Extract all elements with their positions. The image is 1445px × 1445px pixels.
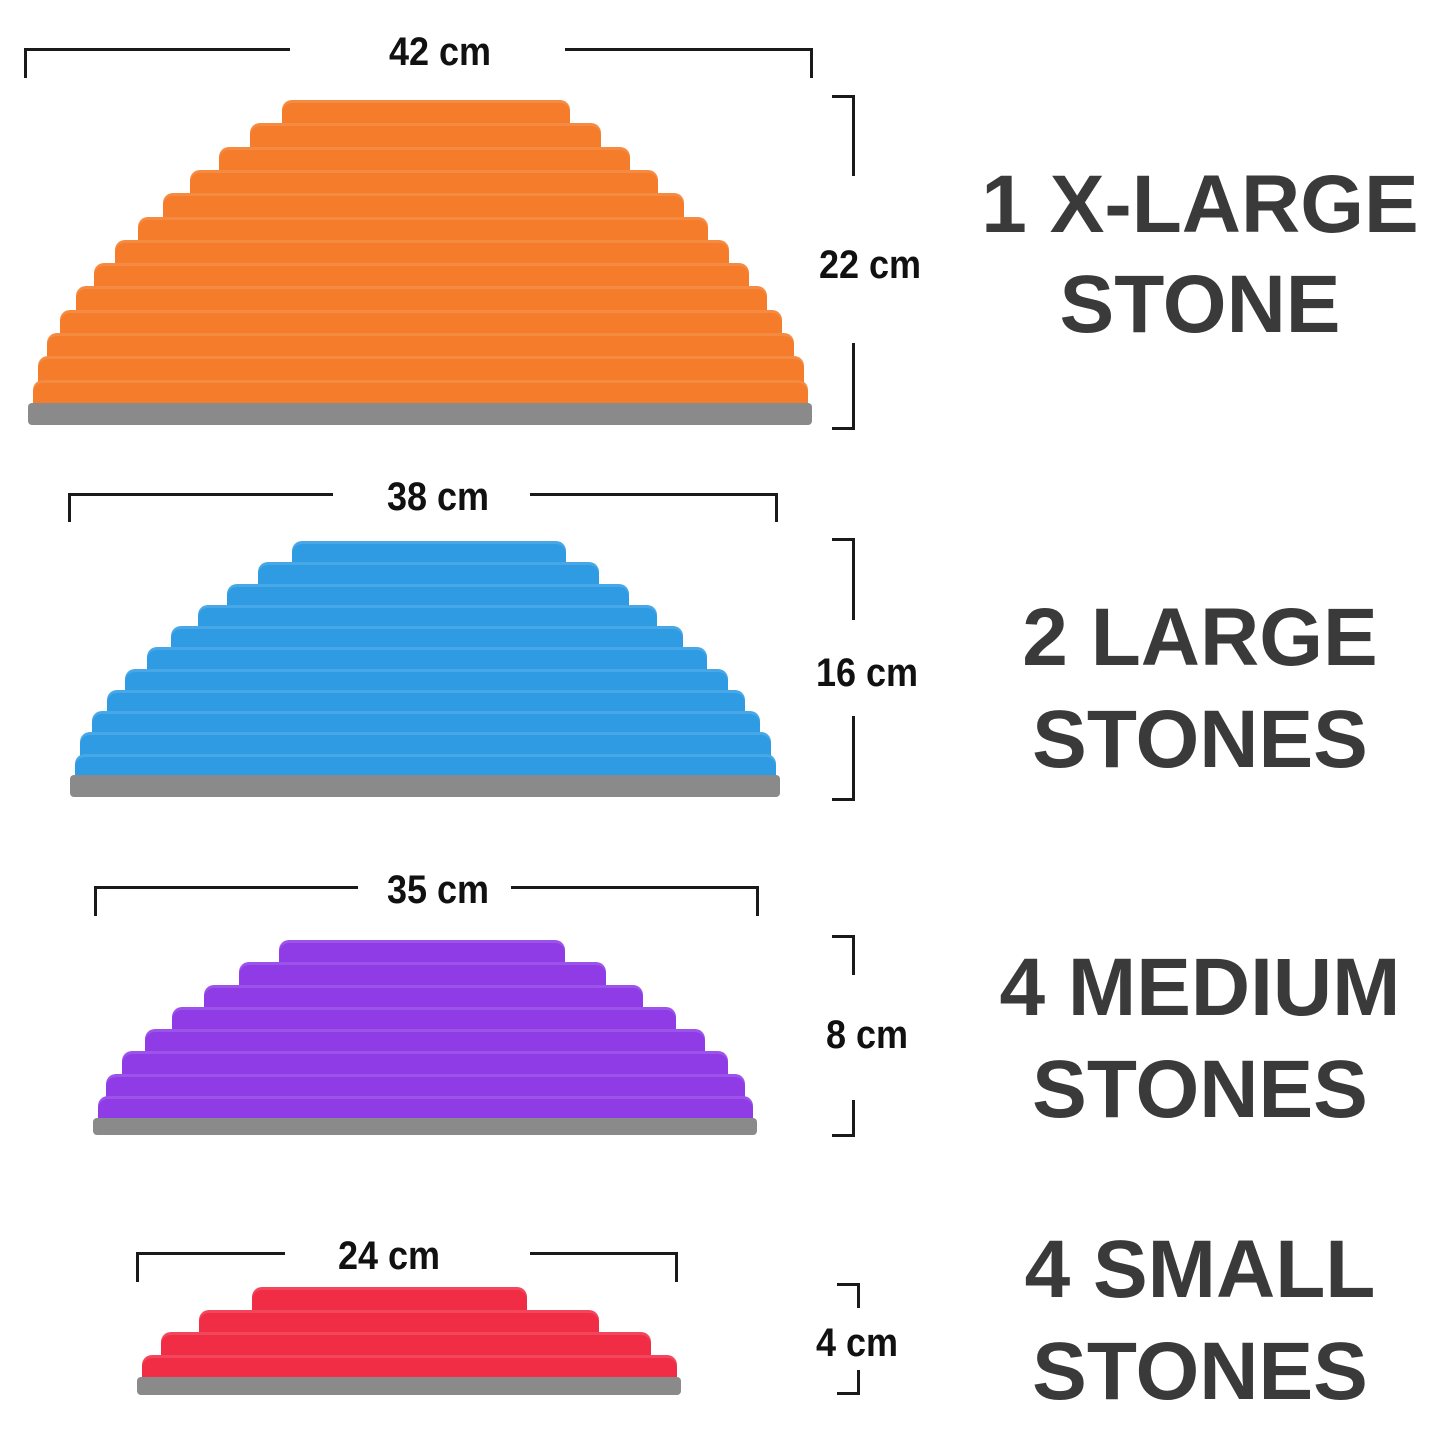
stone-title-line1: 4 MEDIUM (999, 942, 1401, 1033)
width-bracket-tick (675, 1252, 678, 1282)
width-bracket-tick (775, 493, 778, 522)
height-bracket-bottom (832, 1134, 854, 1137)
height-bracket-top (837, 1283, 859, 1286)
width-bracket-left (94, 886, 358, 889)
height-label: 16 cm (815, 651, 919, 695)
height-bracket-top (832, 95, 854, 98)
height-label: 22 cm (818, 243, 922, 287)
width-bracket-tick (756, 886, 759, 916)
width-bracket-right (530, 1252, 678, 1255)
stone-title-line1: 1 X-LARGE (981, 159, 1419, 250)
width-label: 42 cm (388, 30, 492, 74)
stone-title-line2: STONES (1032, 694, 1368, 785)
height-bracket-lower (852, 343, 855, 430)
stone-title-line1: 2 LARGE (1022, 592, 1378, 683)
height-bracket-bottom (832, 798, 854, 801)
width-bracket-tick (94, 886, 97, 916)
stone-base (93, 1118, 757, 1135)
height-bracket-bottom (837, 1392, 859, 1395)
height-bracket-upper (852, 95, 855, 176)
height-bracket-top (832, 935, 854, 938)
width-bracket-left (24, 48, 290, 51)
height-bracket-upper (857, 1283, 860, 1308)
height-bracket-upper (852, 538, 855, 620)
width-bracket-tick (810, 48, 813, 78)
stone-title-line1: 4 SMALL (1024, 1224, 1376, 1315)
width-bracket-tick (24, 48, 27, 78)
width-bracket-tick (68, 493, 71, 522)
stone-base (70, 775, 780, 797)
width-bracket-right (511, 886, 759, 889)
width-label: 24 cm (337, 1234, 441, 1278)
height-label: 4 cm (815, 1321, 899, 1365)
width-bracket-left (68, 493, 333, 496)
height-bracket-upper (852, 935, 855, 975)
width-bracket-left (136, 1252, 285, 1255)
width-bracket-right (565, 48, 813, 51)
width-label: 35 cm (386, 868, 490, 912)
height-bracket-top (832, 538, 854, 541)
height-bracket-lower (857, 1370, 860, 1395)
height-bracket-lower (852, 716, 855, 801)
stone-base (137, 1377, 681, 1395)
stone-title-line2: STONE (1059, 259, 1341, 350)
height-label: 8 cm (825, 1013, 909, 1057)
stone-title-line2: STONES (1032, 1044, 1368, 1135)
stone-base (28, 403, 812, 425)
height-bracket-bottom (832, 427, 854, 430)
height-bracket-lower (852, 1100, 855, 1137)
stone-title-line2: STONES (1032, 1326, 1368, 1417)
width-label: 38 cm (386, 475, 490, 519)
width-bracket-right (530, 493, 778, 496)
width-bracket-tick (136, 1252, 139, 1282)
